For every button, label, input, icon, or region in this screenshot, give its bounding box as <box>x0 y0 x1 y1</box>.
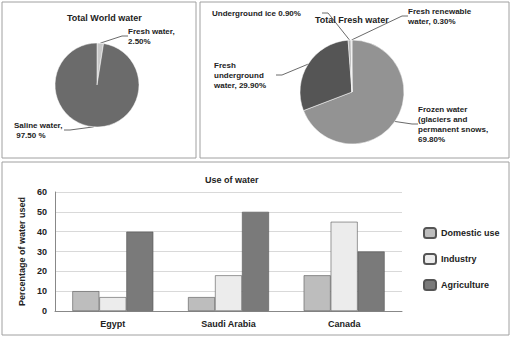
svg-text:Underground ice 0.90%: Underground ice 0.90% <box>212 9 301 18</box>
svg-text:40: 40 <box>37 227 47 237</box>
svg-text:50: 50 <box>37 207 47 217</box>
svg-text:water, 0.30%: water, 0.30% <box>407 17 456 26</box>
svg-text:Fresh water,: Fresh water, <box>128 27 177 36</box>
svg-text:permanent snows,: permanent snows, <box>418 125 490 134</box>
svg-text:Percentage of water used: Percentage of water used <box>17 197 27 306</box>
svg-text:Fresh: Fresh <box>214 61 238 70</box>
svg-text:2.50%: 2.50% <box>128 37 151 46</box>
svg-text:(glaciers and: (glaciers and <box>418 115 470 124</box>
svg-text:60: 60 <box>37 187 47 197</box>
svg-text:Egypt: Egypt <box>100 319 125 329</box>
svg-text:Frozen water: Frozen water <box>418 105 470 114</box>
svg-text:Industry: Industry <box>441 254 477 264</box>
svg-text:Total World water: Total World water <box>67 13 142 23</box>
svg-text:10: 10 <box>37 286 47 296</box>
svg-text:Canada: Canada <box>328 319 362 329</box>
svg-text:Use of water: Use of water <box>205 175 259 185</box>
svg-text:20: 20 <box>37 266 47 276</box>
svg-text:water, 29.90%: water, 29.90% <box>213 81 266 90</box>
svg-text:30: 30 <box>37 247 47 257</box>
svg-text:Domestic use: Domestic use <box>441 228 500 238</box>
svg-text:97.50 %: 97.50 % <box>14 131 46 140</box>
svg-text:underground: underground <box>214 71 266 80</box>
svg-text:Total Fresh water: Total Fresh water <box>315 15 389 25</box>
svg-text:Agriculture: Agriculture <box>441 280 489 290</box>
svg-text:0: 0 <box>42 306 47 316</box>
svg-text:Saudi Arabia: Saudi Arabia <box>201 319 257 329</box>
svg-text:Saline water,: Saline water, <box>14 121 62 130</box>
svg-text:69.80%: 69.80% <box>418 135 445 144</box>
svg-text:Fresh renewable: Fresh renewable <box>408 7 473 16</box>
